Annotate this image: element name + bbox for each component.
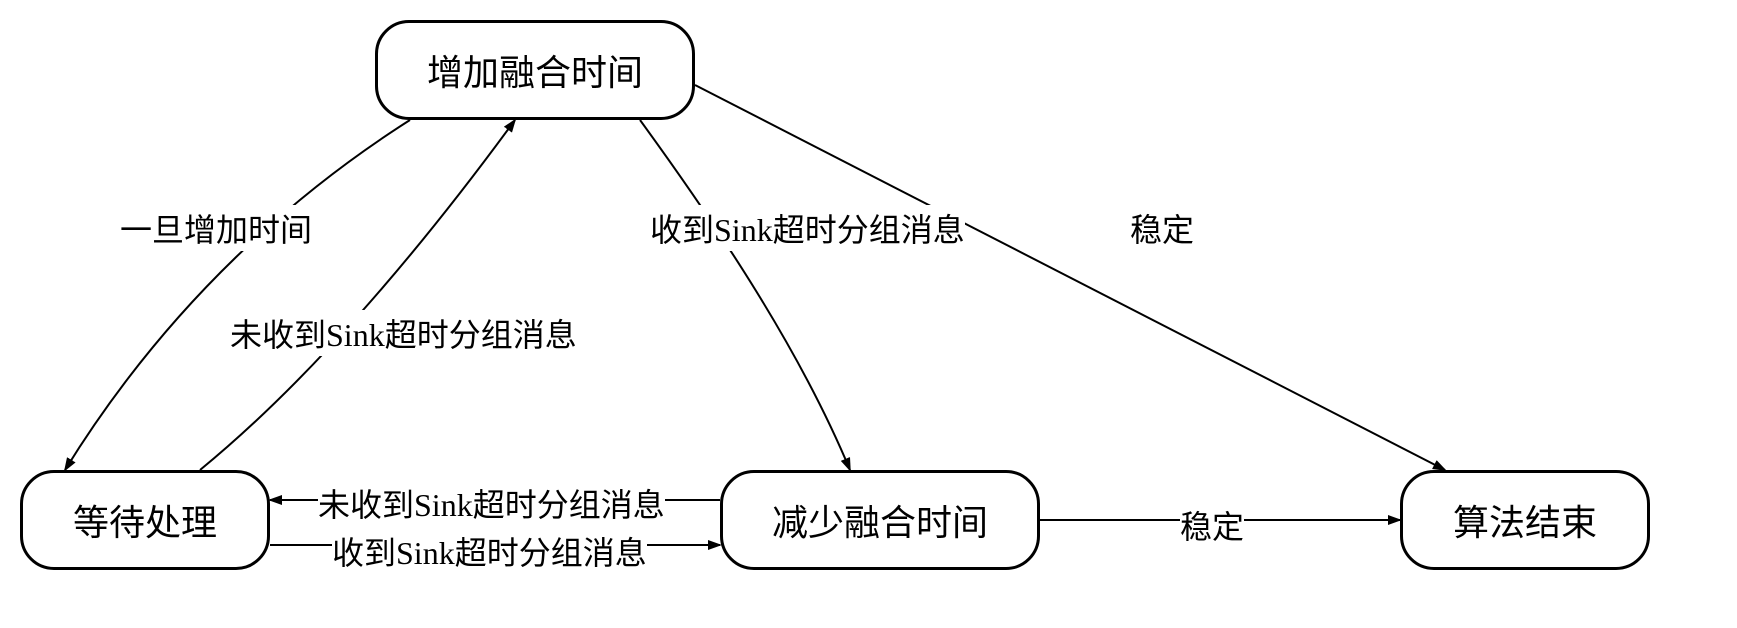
edge-label-dec-to-wait: 未收到Sink超时分组消息 [318,480,665,526]
edge-label-inc-to-end: 稳定 [1130,205,1194,251]
node-end: 算法结束 [1400,470,1650,570]
edge-label-dec-to-end: 稳定 [1180,502,1244,548]
edge-label-wait-to-dec: 收到Sink超时分组消息 [332,528,647,574]
diagram-canvas: 增加融合时间 等待处理 减少融合时间 算法结束 一旦增加时间 未收到Sink超时… [0,0,1737,628]
node-decrease: 减少融合时间 [720,470,1040,570]
node-increase: 增加融合时间 [375,20,695,120]
edge-wait-to-inc [200,120,515,470]
edge-label-inc-to-dec: 收到Sink超时分组消息 [650,205,965,251]
edge-label-inc-to-wait: 一旦增加时间 [120,205,312,251]
edge-label-wait-to-inc: 未收到Sink超时分组消息 [230,310,577,356]
node-label: 算法结束 [1453,494,1597,546]
node-label: 增加融合时间 [427,44,643,96]
node-label: 等待处理 [73,494,217,546]
node-wait: 等待处理 [20,470,270,570]
edge-inc-to-end [695,85,1445,470]
edge-inc-to-dec [640,120,850,470]
edge-inc-to-wait [65,120,410,470]
node-label: 减少融合时间 [772,494,988,546]
